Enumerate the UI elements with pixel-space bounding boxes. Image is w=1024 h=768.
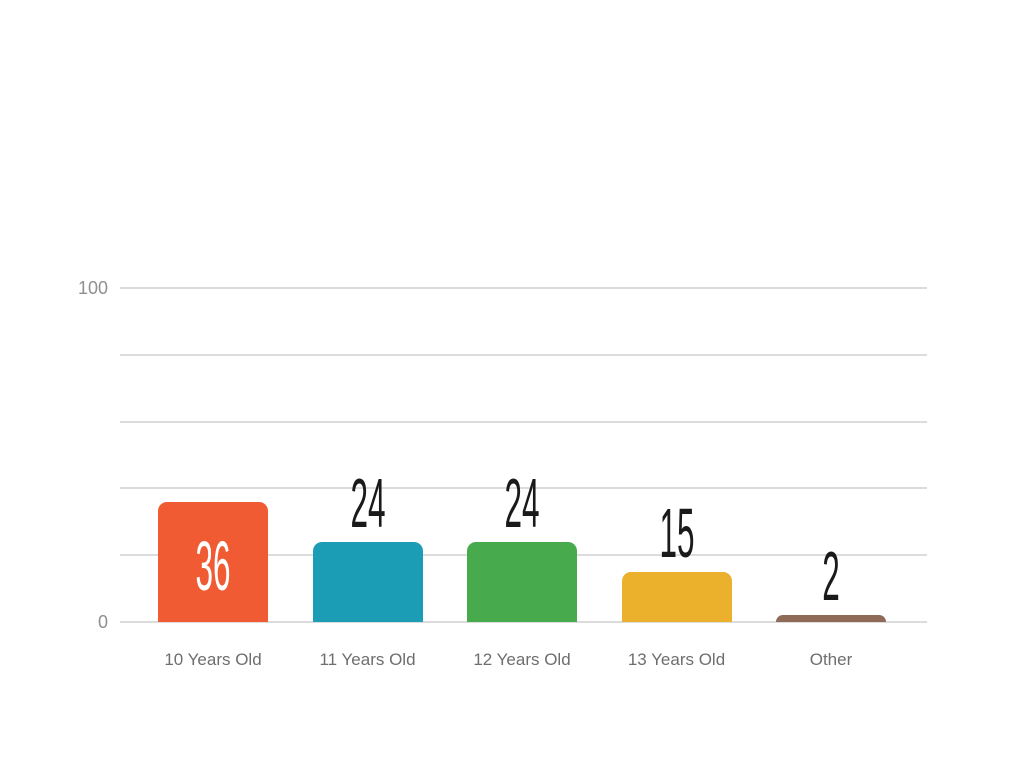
y-axis-tick-label-100: 100 — [77, 278, 108, 298]
bar-value-label-11-years-old: 24 — [349, 463, 386, 542]
bar-value-label-other: 2 — [822, 537, 840, 616]
gridline-100 — [120, 287, 927, 289]
gridline-0 — [120, 621, 927, 623]
x-axis-category-label-other: Other — [809, 650, 853, 669]
bar-value-label-12-years-old: 24 — [504, 463, 540, 542]
gridline-40 — [120, 487, 927, 490]
bar-12-years-old — [467, 541, 577, 622]
bar-11-years-old — [312, 541, 423, 622]
y-axis-tick-label-0: 0 — [97, 612, 108, 632]
bar-other — [776, 615, 886, 622]
bar-13-years-old — [621, 571, 732, 622]
gridline-60 — [120, 420, 927, 423]
bar-value-label-13-years-old: 15 — [658, 493, 695, 572]
bar-10-years-old — [158, 501, 268, 622]
x-axis-category-label-12-years-old: 12 Years Old — [473, 650, 571, 669]
gridline-80 — [120, 353, 927, 356]
bar-value-label-10-years-old: 36 — [195, 526, 231, 605]
x-axis-category-label-11-years-old: 11 Years Old — [319, 650, 416, 669]
x-axis-category-label-13-years-old: 13 Years Old — [627, 650, 726, 669]
x-axis-category-label-10-years-old: 10 Years Old — [164, 650, 262, 669]
